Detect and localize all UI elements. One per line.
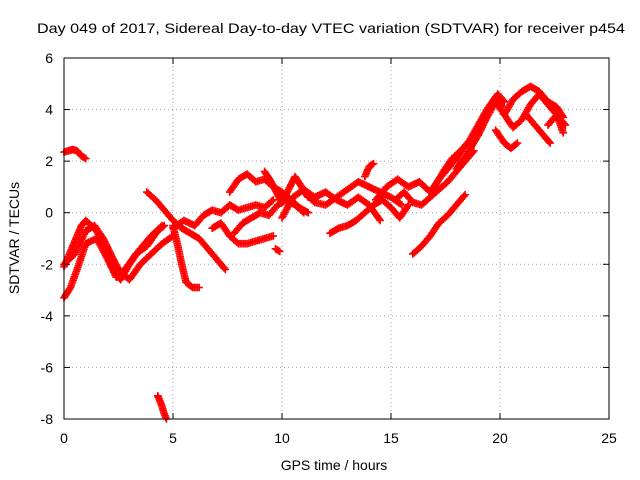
series-arc-4 [60, 221, 177, 284]
x-tick-label: 25 [601, 430, 617, 446]
x-tick-label: 10 [274, 430, 290, 446]
grid [64, 58, 609, 419]
data-point [276, 247, 284, 256]
data-point [195, 283, 203, 292]
data-point [546, 139, 554, 147]
data-point [461, 190, 469, 199]
y-tick-label: -4 [41, 308, 54, 324]
series-arc-24 [491, 126, 522, 153]
x-tick-label: 0 [60, 430, 68, 446]
series-arc-17 [361, 159, 378, 181]
x-tick-label: 15 [383, 430, 399, 446]
data-point [404, 201, 413, 209]
data-point [160, 221, 169, 230]
data-point [221, 265, 230, 274]
x-axis-label: GPS time / hours [281, 457, 388, 473]
series-arc-23 [474, 90, 509, 134]
series-arc-7 [169, 221, 203, 292]
data-point [398, 201, 406, 209]
data-point [559, 113, 568, 122]
data-point [369, 159, 378, 168]
y-tick-label: 4 [45, 102, 53, 118]
series-arc-27 [544, 110, 568, 137]
data-point [269, 232, 278, 240]
axis-ticks [63, 57, 610, 420]
series-arc-8 [169, 196, 278, 232]
series-arc-1 [60, 145, 90, 163]
data-point [300, 208, 308, 217]
x-tick-label: 5 [169, 430, 177, 446]
data-point [269, 196, 278, 204]
plot-frame [63, 57, 610, 420]
y-axis-label: SDTVAR / TECUs [6, 182, 22, 294]
x-tick-labels: 0 5 10 15 20 25 [60, 430, 617, 446]
series-arc-25 [500, 82, 568, 122]
series-arc-26 [522, 110, 554, 147]
y-tick-label: 6 [45, 50, 53, 66]
series-arc-6 [153, 391, 171, 423]
series-arc-10 [208, 219, 278, 248]
data-point [559, 128, 568, 137]
series-arc-13 [271, 245, 284, 256]
data-point [500, 98, 509, 106]
x-tick-label: 20 [492, 430, 508, 446]
y-tick-labels: -8 -6 -4 -2 0 2 4 6 [41, 50, 54, 427]
y-tick-label: 2 [45, 153, 53, 169]
y-tick-label: -6 [41, 359, 54, 375]
data-point [513, 139, 522, 147]
series-arc-20 [409, 190, 469, 258]
y-tick-label: 0 [45, 205, 53, 221]
data-point [376, 216, 384, 225]
y-tick-label: -8 [41, 411, 54, 427]
y-tick-label: -2 [41, 256, 54, 272]
series-arc-5 [143, 188, 230, 274]
data-points [60, 82, 570, 423]
chart-title: Day 049 of 2017, Sidereal Day-to-day VTE… [37, 20, 625, 36]
data-point [82, 154, 90, 163]
